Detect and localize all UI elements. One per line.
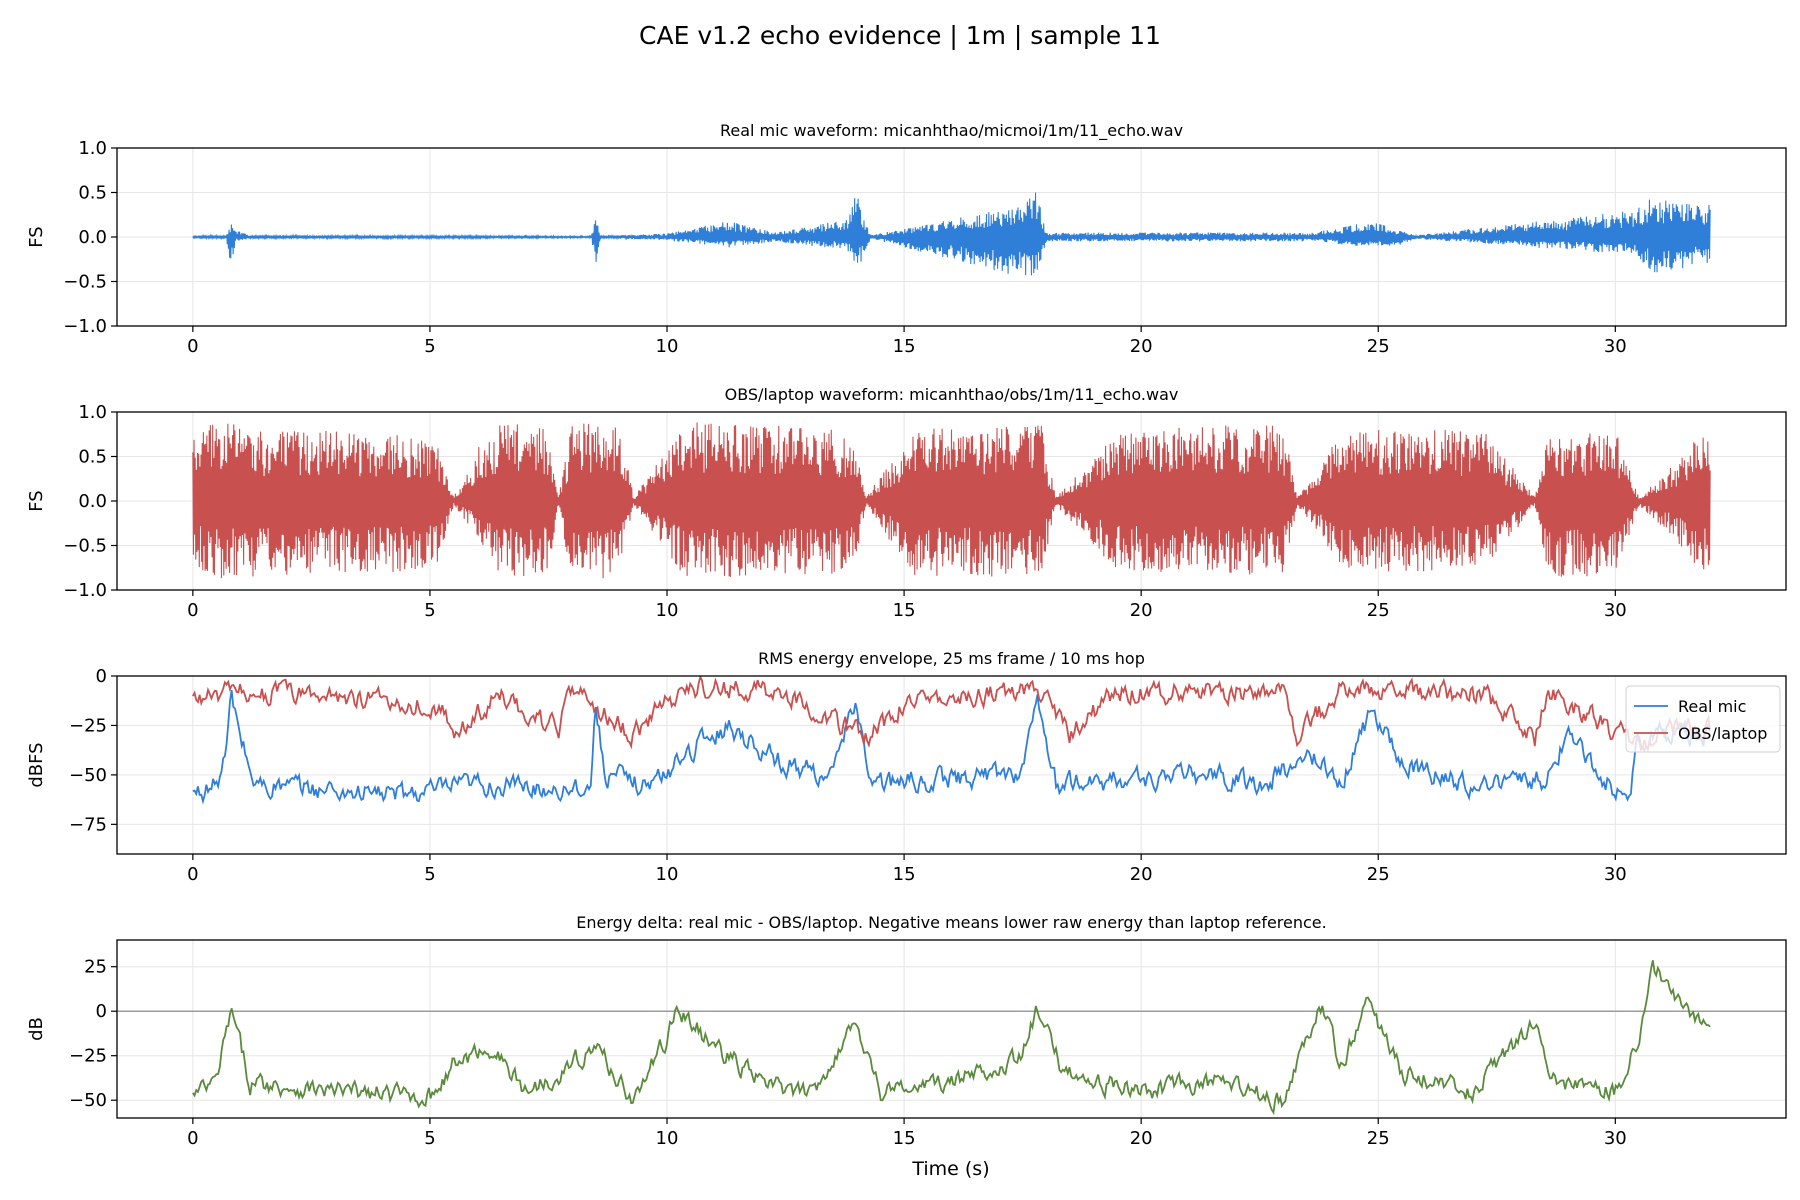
x-tick-label: 10 bbox=[656, 600, 679, 621]
y-axis-label: dB bbox=[26, 1017, 47, 1041]
x-tick-label: 25 bbox=[1367, 336, 1390, 357]
series-line bbox=[192, 689, 1711, 805]
x-tick-label: 5 bbox=[424, 336, 435, 357]
waveform-line bbox=[192, 422, 1711, 579]
x-tick-label: 10 bbox=[656, 1128, 679, 1149]
chart-panel-4: Energy delta: real mic - OBS/laptop. Neg… bbox=[26, 913, 1787, 1149]
panel-title: Energy delta: real mic - OBS/laptop. Neg… bbox=[576, 913, 1326, 932]
panel-title: Real mic waveform: micanhthao/micmoi/1m/… bbox=[720, 121, 1183, 141]
y-tick-label: −50 bbox=[69, 1090, 107, 1111]
x-tick-label: 0 bbox=[187, 1128, 198, 1149]
series-group bbox=[192, 960, 1711, 1116]
y-tick-label: −0.5 bbox=[63, 536, 107, 557]
y-tick-label: −25 bbox=[69, 1046, 107, 1067]
x-tick-label: 15 bbox=[893, 1128, 916, 1149]
x-tick-label: 25 bbox=[1367, 600, 1390, 621]
x-tick-label: 10 bbox=[656, 864, 679, 885]
x-tick-label: 15 bbox=[893, 336, 916, 357]
x-tick-label: 30 bbox=[1604, 600, 1627, 621]
x-tick-label: 5 bbox=[424, 600, 435, 621]
x-tick-label: 10 bbox=[656, 336, 679, 357]
x-tick-label: 30 bbox=[1604, 864, 1627, 885]
y-tick-label: −0.5 bbox=[63, 272, 107, 293]
y-tick-label: 0.0 bbox=[78, 227, 107, 248]
y-tick-label: 1.0 bbox=[78, 138, 107, 159]
x-tick-label: 25 bbox=[1367, 1128, 1390, 1149]
x-tick-label: 30 bbox=[1604, 336, 1627, 357]
legend-label: Real mic bbox=[1678, 697, 1746, 716]
y-tick-label: 1.0 bbox=[78, 402, 107, 423]
series-line bbox=[192, 676, 1712, 753]
chart-panel-1: Real mic waveform: micanhthao/micmoi/1m/… bbox=[26, 121, 1787, 357]
y-tick-label: −50 bbox=[69, 765, 107, 786]
series-group bbox=[192, 422, 1711, 579]
x-tick-label: 0 bbox=[187, 864, 198, 885]
series-line bbox=[192, 960, 1711, 1116]
y-tick-label: 0 bbox=[96, 666, 107, 687]
x-tick-label: 0 bbox=[187, 600, 198, 621]
series-group bbox=[192, 676, 1712, 805]
x-tick-label: 0 bbox=[187, 336, 198, 357]
figure-title: CAE v1.2 echo evidence | 1m | sample 11 bbox=[639, 21, 1161, 50]
axes-frame bbox=[116, 939, 1787, 1119]
y-tick-label: 0.0 bbox=[78, 491, 107, 512]
legend-box bbox=[1625, 685, 1781, 753]
panel-title: RMS energy envelope, 25 ms frame / 10 ms… bbox=[758, 649, 1145, 668]
x-tick-label: 15 bbox=[893, 600, 916, 621]
legend-label: OBS/laptop bbox=[1678, 724, 1767, 743]
panels: Real mic waveform: micanhthao/micmoi/1m/… bbox=[26, 121, 1787, 1149]
y-tick-label: 25 bbox=[84, 957, 107, 978]
y-tick-label: 0.5 bbox=[78, 447, 107, 468]
y-tick-label: −75 bbox=[69, 814, 107, 835]
x-tick-label: 30 bbox=[1604, 1128, 1627, 1149]
x-axis-label: Time (s) bbox=[911, 1158, 989, 1180]
x-tick-label: 20 bbox=[1130, 600, 1153, 621]
y-tick-label: 0 bbox=[96, 1001, 107, 1022]
x-tick-label: 20 bbox=[1130, 864, 1153, 885]
x-tick-label: 25 bbox=[1367, 864, 1390, 885]
waveform-line bbox=[192, 192, 1711, 276]
chart-panel-2: OBS/laptop waveform: micanhthao/obs/1m/1… bbox=[26, 385, 1787, 621]
x-tick-label: 20 bbox=[1130, 1128, 1153, 1149]
legend: Real mic OBS/laptop bbox=[1625, 685, 1781, 753]
y-axis-label: FS bbox=[26, 226, 47, 247]
x-tick-label: 20 bbox=[1130, 336, 1153, 357]
x-tick-label: 5 bbox=[424, 864, 435, 885]
chart-panel-3: RMS energy envelope, 25 ms frame / 10 ms… bbox=[26, 649, 1787, 885]
y-tick-label: −1.0 bbox=[63, 580, 107, 601]
y-tick-label: 0.5 bbox=[78, 183, 107, 204]
y-axis-label: dBFS bbox=[26, 742, 47, 787]
x-tick-label: 5 bbox=[424, 1128, 435, 1149]
series-group bbox=[192, 192, 1711, 276]
axes-frame bbox=[116, 675, 1787, 855]
panel-title: OBS/laptop waveform: micanhthao/obs/1m/1… bbox=[725, 385, 1179, 405]
y-tick-label: −25 bbox=[69, 715, 107, 736]
x-tick-label: 15 bbox=[893, 864, 916, 885]
y-tick-label: −1.0 bbox=[63, 316, 107, 337]
y-axis-label: FS bbox=[26, 490, 47, 511]
